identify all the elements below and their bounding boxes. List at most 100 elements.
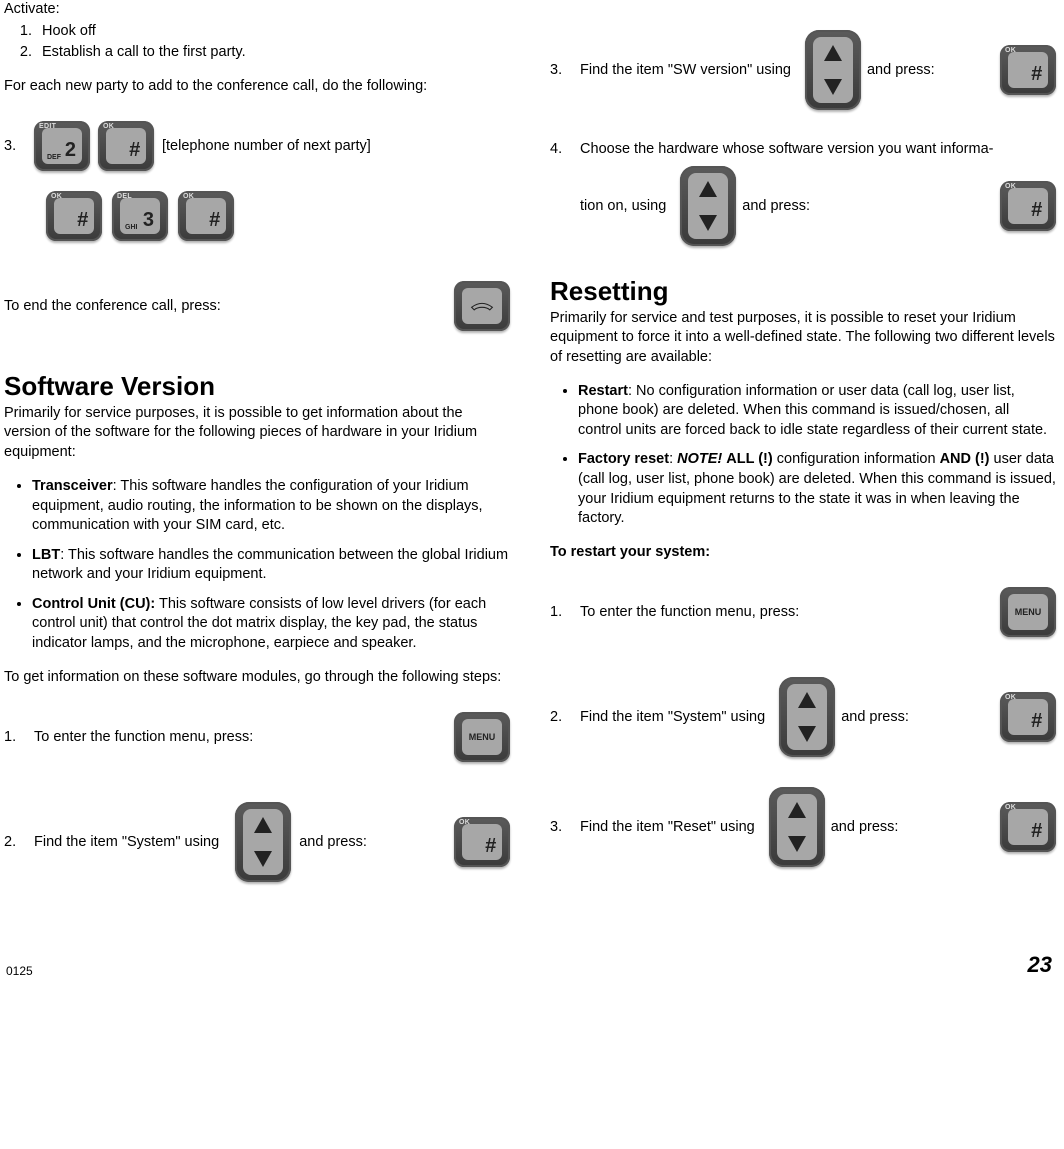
step3-row2: OK # DEL GHI 3 OK #: [46, 191, 510, 241]
up-arrow-icon: [254, 817, 272, 833]
sw-b2-text: : This software handles the communicatio…: [32, 547, 508, 583]
r4-line2: tion on, using and press: OK #: [550, 166, 1056, 246]
key-arrows-l2[interactable]: [235, 802, 291, 882]
menu-label-2: MENU: [1008, 594, 1048, 630]
rb1-bold: Restart: [578, 383, 628, 399]
sw-bullet-1: Transceiver: This software handles the c…: [32, 477, 510, 536]
s2-txt-b: and press:: [841, 709, 917, 725]
hash-r4: #: [1031, 199, 1042, 222]
key-ok-hash-1[interactable]: OK #: [98, 121, 154, 171]
key-ok-hash-s2[interactable]: OK #: [1000, 692, 1056, 742]
rb2-t1: configuration information: [773, 451, 940, 467]
sw-bullet-3: Control Unit (CU): This software consist…: [32, 595, 510, 654]
hash-s3: #: [1031, 820, 1042, 843]
rb1-text: : No configuration information or user d…: [578, 383, 1047, 438]
hash-r3: #: [1031, 63, 1042, 86]
rb2-pre: Factory reset: [578, 451, 669, 467]
s2-txt-a: Find the item "System" using: [580, 709, 773, 725]
key-def-label: DEF: [47, 154, 61, 161]
key-ok-hash-r4[interactable]: OK #: [1000, 181, 1056, 231]
hash-l2: #: [485, 835, 496, 858]
step3-row: 3. EDIT DEF 2 OK # [telephone number of: [4, 111, 510, 181]
down-icon-r4: [699, 215, 717, 231]
r3-num: 3.: [550, 62, 580, 78]
key-ok-hash-2[interactable]: OK #: [46, 191, 102, 241]
sw-b3-bold: Control Unit (CU):: [32, 596, 155, 612]
key-hangup[interactable]: [454, 281, 510, 331]
rb2-note: NOTE!: [677, 451, 722, 467]
rb2-b3: AND (!): [940, 451, 990, 467]
r4-line1: 4. Choose the hardware whose software ve…: [550, 140, 1056, 160]
key-ok-hash-l2[interactable]: OK #: [454, 817, 510, 867]
step3-after: [telephone number of next party]: [162, 138, 379, 154]
key-ok-hash-3[interactable]: OK #: [178, 191, 234, 241]
hangup-icon: [462, 288, 502, 324]
l-step1: 1. To enter the function menu, press: ME…: [4, 702, 510, 772]
s1-txt: To enter the function menu, press:: [580, 604, 807, 620]
key-arrows-r3[interactable]: [805, 30, 861, 110]
rb2-mid: :: [669, 451, 677, 467]
key-menu-2[interactable]: MENU: [1000, 587, 1056, 637]
end-conf-row: To end the conference call, press:: [4, 271, 510, 341]
key-ok-hash-s3[interactable]: OK #: [1000, 802, 1056, 852]
key-hash-3: #: [209, 209, 220, 232]
key-hash-1: #: [129, 139, 140, 162]
up-s3-icon: [788, 802, 806, 818]
page: Activate: Hook off Establish a call to t…: [0, 0, 1064, 998]
reset-bullet-2: Factory reset: NOTE! ALL (!) configurati…: [578, 450, 1056, 528]
reset-title: Resetting: [550, 276, 1056, 307]
r-step4: 4. Choose the hardware whose software ve…: [550, 140, 1056, 246]
up-icon: [824, 45, 842, 61]
end-conf-text: To end the conference call, press:: [4, 298, 229, 314]
r-s1: 1. To enter the function menu, press: ME…: [550, 577, 1056, 647]
down-icon: [824, 79, 842, 95]
page-number: 23: [1028, 952, 1052, 978]
down-s2-icon: [798, 726, 816, 742]
r4-num: 4.: [550, 140, 576, 160]
activate-list: Hook off Establish a call to the first p…: [4, 22, 510, 63]
key-arrows-s3[interactable]: [769, 787, 825, 867]
r4-txt-c: and press:: [742, 198, 818, 214]
activate-step-1: Hook off: [36, 22, 510, 42]
left-column: Activate: Hook off Establish a call to t…: [0, 0, 518, 912]
s3-txt-b: and press:: [831, 819, 907, 835]
r4-txt-b: tion on, using: [580, 198, 674, 214]
l1-num: 1.: [4, 729, 34, 745]
right-column: 3. Find the item "SW version" using and …: [542, 0, 1064, 912]
restart-label: To restart your system:: [550, 543, 1056, 563]
key-menu-1[interactable]: MENU: [454, 712, 510, 762]
columns: Activate: Hook off Establish a call to t…: [0, 0, 1064, 912]
reset-intro: Primarily for service and test purposes,…: [550, 309, 1056, 368]
s2-num: 2.: [550, 709, 580, 725]
rb2-b2: ALL (!): [726, 451, 772, 467]
activate-label: Activate:: [4, 0, 510, 20]
footer: 0125 23: [0, 912, 1064, 978]
each-party-text: For each new party to add to the confere…: [4, 77, 510, 97]
sw-b2-bold: LBT: [32, 547, 60, 563]
step3-num: 3.: [4, 138, 34, 154]
r-step3: 3. Find the item "SW version" using and …: [550, 30, 1056, 110]
get-info-text: To get information on these software mod…: [4, 668, 510, 688]
sw-b1-bold: Transceiver: [32, 478, 113, 494]
key-3-ghi[interactable]: DEL GHI 3: [112, 191, 168, 241]
key-arrows-s2[interactable]: [779, 677, 835, 757]
r-s3: 3. Find the item "Reset" using and press…: [550, 787, 1056, 867]
key-ok-hash-r3[interactable]: OK #: [1000, 45, 1056, 95]
r4-txt-a: Choose the hardware whose software versi…: [580, 141, 993, 157]
l2-txt-b: and press:: [299, 834, 375, 850]
sw-version-title: Software Version: [4, 371, 510, 402]
down-arrow-icon: [254, 851, 272, 867]
hash-s2: #: [1031, 710, 1042, 733]
key-hash-2: #: [77, 209, 88, 232]
key-arrows-r4[interactable]: [680, 166, 736, 246]
r-s2: 2. Find the item "System" using and pres…: [550, 677, 1056, 757]
sw-bullets: Transceiver : This software handles the c…: [4, 477, 510, 654]
key-2-digit: 2: [65, 139, 76, 162]
r3-txt-a: Find the item "SW version" using: [580, 62, 799, 78]
activate-step-2: Establish a call to the first party.: [36, 43, 510, 63]
key-3-digit: 3: [143, 209, 154, 232]
sw-version-intro: Primarily for service purposes, it is po…: [4, 404, 510, 463]
r3-txt-b: and press:: [867, 62, 943, 78]
menu-label-1: MENU: [462, 719, 502, 755]
key-2-def[interactable]: EDIT DEF 2: [34, 121, 90, 171]
